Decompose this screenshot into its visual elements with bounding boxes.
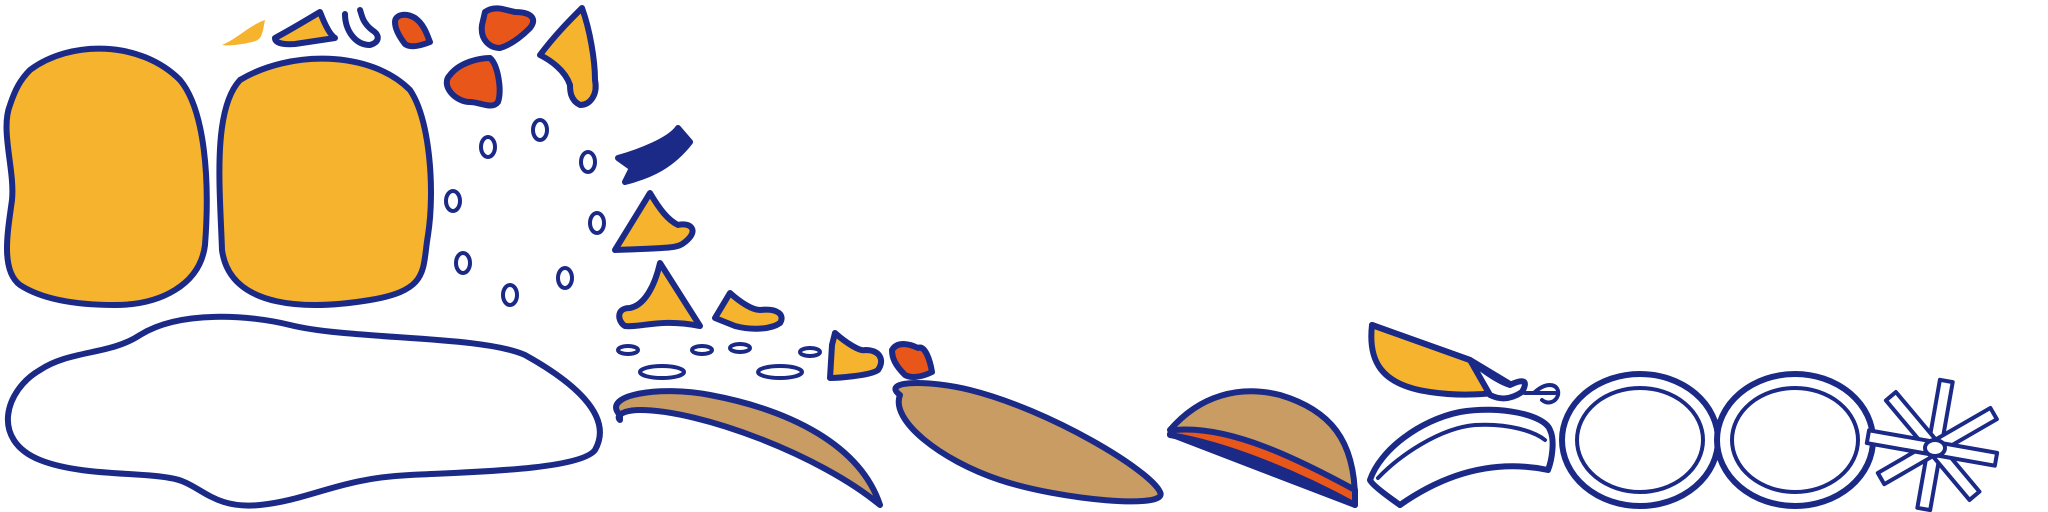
bean-dot-row [616, 342, 822, 380]
white-shell [1367, 406, 1556, 508]
yellow-blob-left [3, 45, 210, 308]
tan-leaf-2 [892, 380, 1164, 505]
cone-top-line [1369, 322, 1473, 363]
dot-ring [444, 118, 606, 307]
dome-base-line [1167, 431, 1358, 508]
ring-inner-1 [1575, 386, 1705, 494]
orange-blob-big [478, 5, 537, 51]
navy-swoosh [615, 125, 693, 185]
orange-bean-1 [392, 11, 433, 50]
yellow-cone-mid-1 [612, 190, 696, 253]
yellow-blob-right [216, 55, 434, 308]
white-shell-inner [1376, 422, 1547, 480]
asterisk-spokes [1864, 377, 2000, 512]
small-curl [1533, 383, 1561, 405]
tan-leaf-1 [613, 388, 883, 508]
orange-bean-2 [889, 341, 935, 380]
yellow-cone-mid-4 [827, 330, 885, 381]
yellow-tear-2 [272, 9, 338, 48]
ring-inner-2 [1730, 386, 1860, 494]
yellow-cone-mid-2 [616, 260, 703, 330]
yellow-cone-mid-3 [712, 290, 785, 332]
yellow-curl-1 [342, 7, 381, 48]
orange-blob-mid [443, 55, 503, 109]
yellow-tear-1 [222, 20, 265, 46]
cone-curl [1467, 357, 1528, 402]
white-blob-bottom [4, 313, 603, 509]
yellow-flame-top [537, 5, 599, 108]
